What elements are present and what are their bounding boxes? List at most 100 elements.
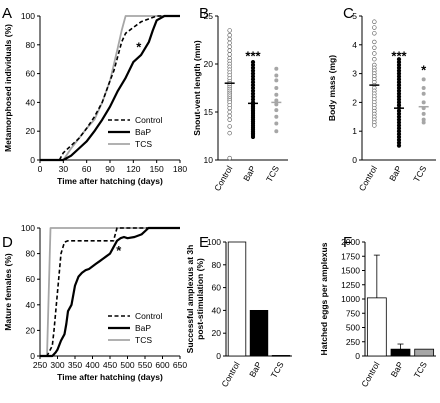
data-point-bap [250,71,256,76]
data-point-bap [396,71,402,76]
y-tick-label: 0 [216,351,221,361]
y-axis-title: post-stimulation (%) [195,258,205,340]
data-point-control [372,39,377,45]
legend-label: Control [135,311,163,321]
x-tick-label: 250 [33,360,47,370]
y-tick-label: 60 [212,283,222,293]
y-tick-label: 15 [204,107,214,117]
data-point-bap [250,59,256,65]
data-point-bap [250,134,256,140]
data-point-control [227,28,232,33]
data-point-bap [250,80,256,85]
series-line-bap [40,226,180,358]
x-tick-label: 180 [173,164,187,174]
data-point-control [227,113,232,119]
y-tick-label: 60 [26,274,36,284]
x-category-label: Control [357,164,379,193]
data-point-bap [396,68,402,73]
data-point-tcs [274,121,279,126]
y-tick-label: 20 [212,328,222,338]
x-tick-label: 350 [68,360,82,370]
data-point-control [227,130,232,136]
y-tick-label: 80 [26,249,36,259]
significance-star: * [136,40,142,55]
y-tick-label: 0 [30,351,35,361]
data-point-bap [396,129,402,134]
series-line-control [40,227,180,357]
y-tick-label: 100 [207,237,221,247]
bar-bap [390,348,411,357]
significance-star: * [421,63,427,78]
data-point-bap [250,83,256,88]
data-point-bap [250,65,256,70]
y-tick-label: 250 [346,337,360,347]
data-point-bap [396,114,402,119]
y-tick-label: 2000 [341,237,360,247]
data-point-bap [396,97,402,102]
x-category-label: TCS [411,164,428,184]
y-tick-label: 0 [355,351,360,361]
data-point-control [372,25,377,30]
y-axis-title: Successful amplexus at 3h [185,245,195,354]
y-tick-label: 3 [352,69,357,79]
y-tick-label: 1750 [341,251,360,261]
y-tick-label: 750 [346,308,360,318]
data-point-bap [396,108,402,114]
data-point-bap [250,91,256,96]
x-category-label: BaP [389,360,406,379]
x-category-label: Control [212,164,234,193]
x-tick-label: 550 [138,360,152,370]
data-point-bap [396,74,402,79]
data-point-bap [396,143,402,148]
x-category-label: Control [219,360,241,389]
x-tick-label: 450 [103,360,117,370]
legend-label: BaP [135,127,151,137]
panel-label: A [2,5,12,22]
y-tick-label: 100 [21,223,35,233]
x-category-label: BaP [247,360,264,379]
y-tick-label: 60 [26,69,36,79]
data-point-control [227,117,232,122]
data-point-bap [396,88,402,93]
y-tick-label: 500 [346,323,360,333]
series-line-bap [40,14,180,162]
data-point-control [372,56,377,62]
bar-tcs [271,355,291,357]
data-point-bap [396,77,402,82]
y-tick-label: 40 [212,305,222,315]
y-tick-label: 0 [352,155,357,165]
y-axis-title: Hatched eggs per amplexus [319,242,329,355]
data-point-control [372,123,377,128]
data-point-control [227,44,232,49]
x-category-label: BaP [241,164,258,183]
data-point-tcs [274,86,279,90]
x-category-label: BaP [387,164,404,183]
x-category-label: TCS [412,360,429,380]
x-category-label: Control [359,360,381,389]
x-tick-label: 120 [126,164,140,174]
y-tick-label: 80 [26,40,36,50]
x-tick-label: 300 [50,360,64,370]
y-tick-label: 1500 [341,266,360,276]
x-tick-label: 500 [120,360,134,370]
x-tick-label: 0 [38,164,43,174]
data-point-tcs [421,117,426,122]
data-point-bap [250,68,256,73]
data-point-control [227,36,232,42]
series-line-tcs [40,15,180,161]
data-point-control [227,52,232,57]
y-axis-title: Mature females (%) [3,253,13,331]
bar-control [227,241,247,357]
data-point-bap [396,100,402,105]
data-point-control [227,40,232,46]
x-tick-label: 150 [150,164,164,174]
data-point-control [227,48,232,53]
data-point-control [227,155,232,161]
x-tick-label: 90 [105,164,115,174]
data-point-bap [396,83,402,88]
y-tick-label: 1000 [341,294,360,304]
data-point-bap [396,91,402,96]
bar-tcs [414,348,435,357]
data-point-bap [396,137,402,142]
data-point-control [372,19,377,24]
